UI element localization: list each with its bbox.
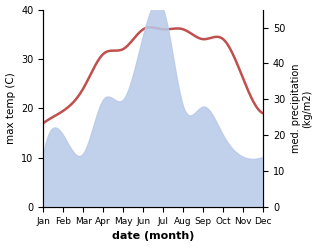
Y-axis label: med. precipitation
(kg/m2): med. precipitation (kg/m2) bbox=[291, 64, 313, 153]
X-axis label: date (month): date (month) bbox=[112, 231, 194, 242]
Y-axis label: max temp (C): max temp (C) bbox=[5, 72, 16, 144]
